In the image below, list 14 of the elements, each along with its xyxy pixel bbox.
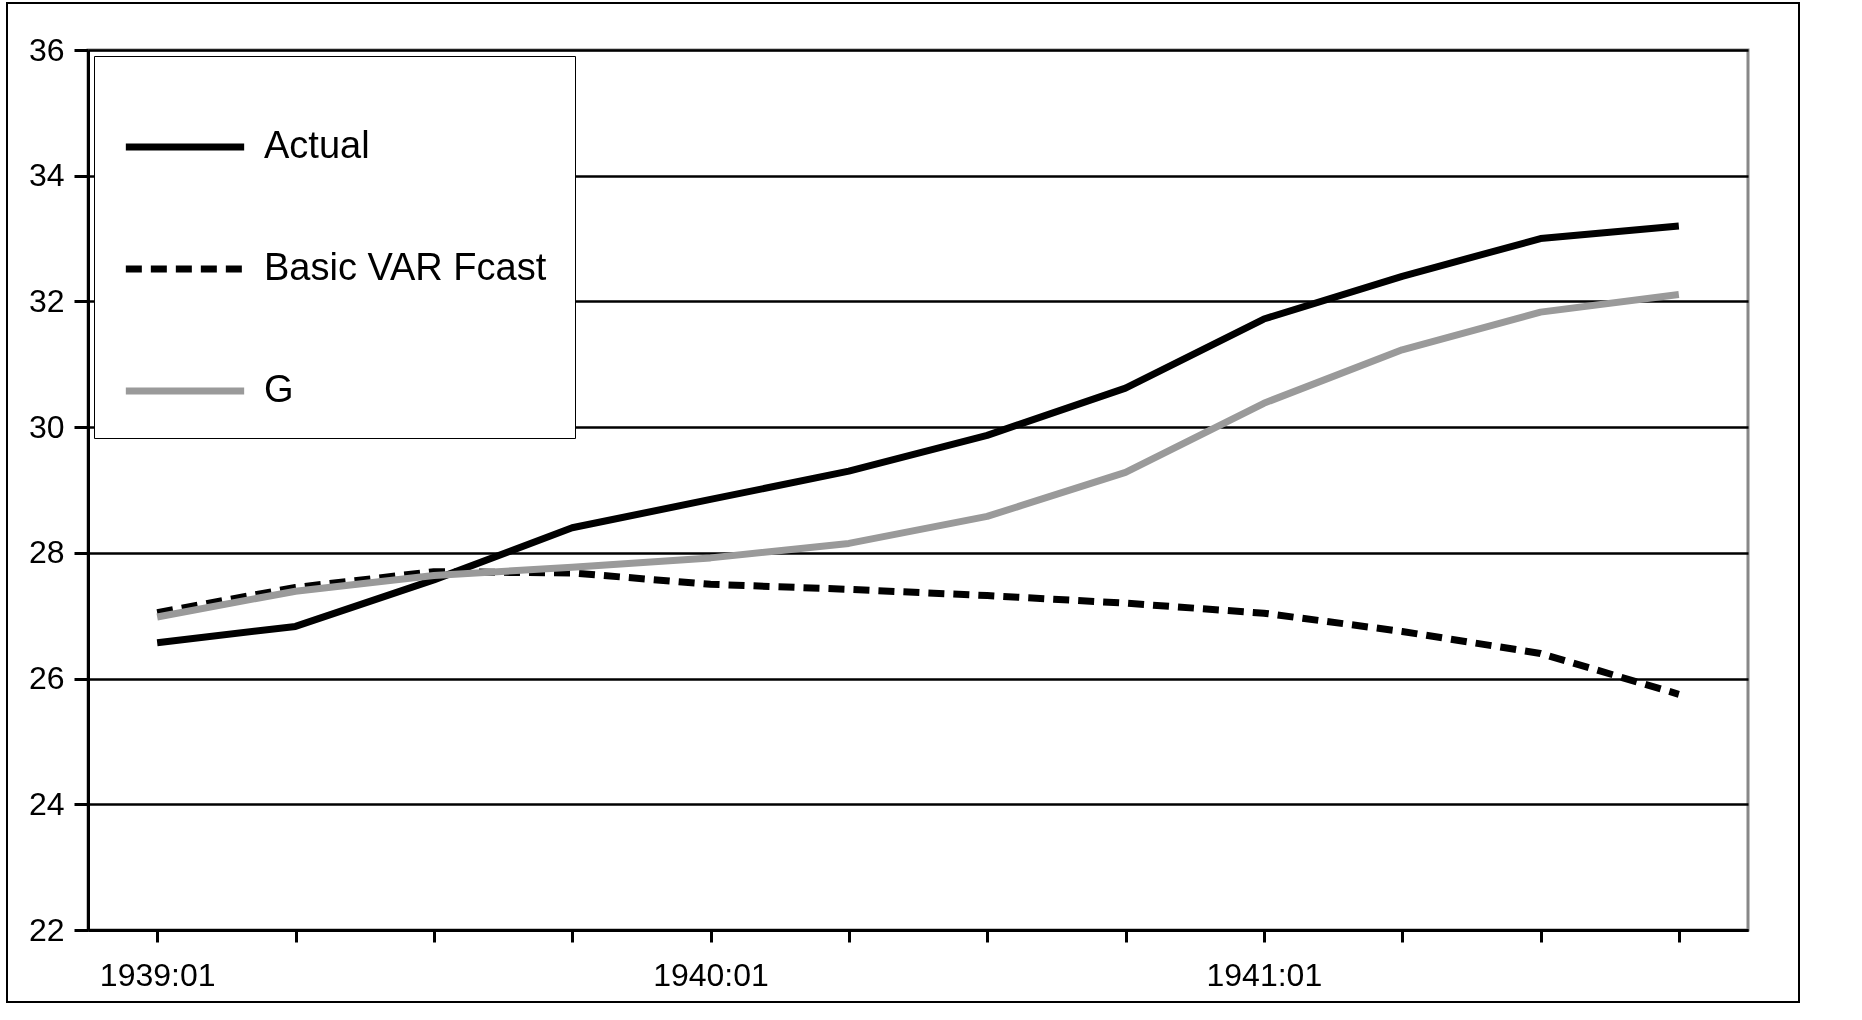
x-tick-label: 1941:01: [1206, 956, 1323, 993]
y-tick-label: 30: [28, 408, 65, 445]
legend-label: Basic VAR Fcast: [264, 246, 547, 288]
y-tick-label: 34: [28, 157, 65, 194]
y-tick-label: 36: [28, 31, 65, 68]
y-tick-label: 26: [28, 660, 65, 697]
legend-label: G: [264, 368, 294, 410]
legend-label: Actual: [264, 124, 370, 166]
y-tick-label: 28: [28, 534, 65, 571]
x-tick-label: 1940:01: [653, 956, 769, 993]
y-tick-label: 22: [28, 911, 65, 948]
y-tick-label: 32: [28, 282, 65, 319]
x-tick-label: 1939:01: [99, 956, 216, 993]
y-tick-label: 24: [28, 785, 65, 822]
